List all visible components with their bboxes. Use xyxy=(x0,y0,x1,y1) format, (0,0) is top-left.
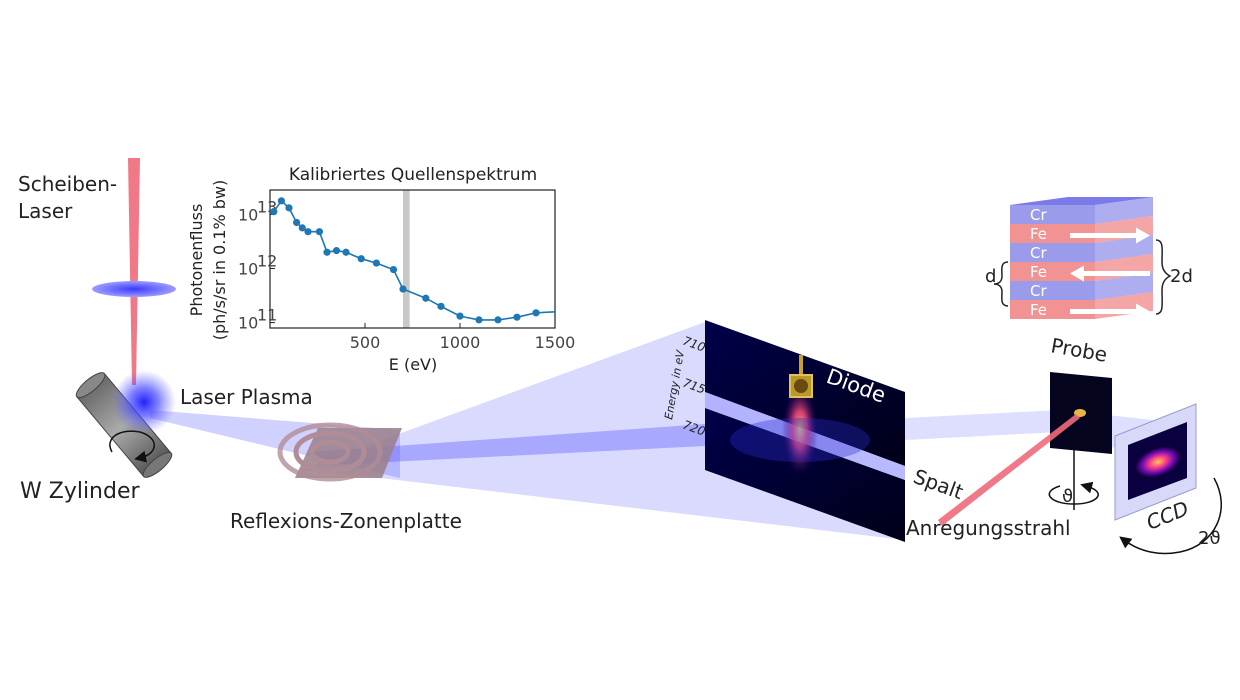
spectrum-point xyxy=(277,197,285,205)
two-d-brace xyxy=(1155,239,1172,315)
chart-ylabel-1: Photonenfluss xyxy=(187,204,206,317)
theta-rotation-arrow xyxy=(1048,481,1099,505)
spectrum-point xyxy=(494,316,502,324)
excitation-label: Anregungsstrahl xyxy=(906,516,1071,540)
slit-label: Spalt xyxy=(910,464,966,504)
spectrometer-detector xyxy=(705,320,905,542)
focusing-lens xyxy=(92,281,176,297)
layer-label-3: Fe xyxy=(1030,263,1047,281)
multilayer-top-face xyxy=(1010,197,1153,205)
y-tick-exp-2: 11 xyxy=(257,306,277,325)
spectrum-point xyxy=(422,294,430,302)
spectrum-point xyxy=(372,259,380,267)
chart-highlight-band xyxy=(403,190,410,328)
spectrum-point xyxy=(532,309,540,317)
chart-ylabel-2: (ph/s/sr in 0.1% bw) xyxy=(210,180,229,341)
spectrum-point xyxy=(357,255,365,263)
chart-frame xyxy=(269,189,556,329)
x-tick-label-2: 1500 xyxy=(535,333,576,352)
magnetization-arrowhead-0 xyxy=(1136,227,1150,244)
spectrum-line xyxy=(273,199,556,321)
spectrum-point xyxy=(399,285,407,293)
layer-side-4 xyxy=(1095,273,1153,300)
layer-3 xyxy=(1010,262,1095,281)
layer-0 xyxy=(1010,205,1095,224)
layer-label-5: Fe xyxy=(1030,301,1047,319)
sample-label: Probe xyxy=(1049,333,1109,366)
x-tick-label-1: 1000 xyxy=(440,333,481,352)
spectrum-point xyxy=(513,313,521,321)
disk-laser-label-1: Scheiben- xyxy=(18,172,117,196)
ccd-detector xyxy=(1114,403,1197,521)
theta-label: ϑ xyxy=(1062,486,1073,507)
spectrum-point xyxy=(342,248,350,256)
layer-label-4: Cr xyxy=(1030,282,1047,300)
layer-2 xyxy=(1010,243,1095,262)
spectrum-point xyxy=(298,224,306,232)
xray-beam-core xyxy=(310,424,705,465)
layer-label-0: Cr xyxy=(1030,206,1047,224)
disk-laser-label-2: Laser xyxy=(18,199,73,223)
laser-plasma-glow xyxy=(112,370,176,434)
chart-title: Kalibriertes Quellenspektrum xyxy=(289,165,537,185)
layer-label-1: Fe xyxy=(1030,225,1047,243)
layer-4 xyxy=(1010,281,1095,300)
magnetization-arrowhead-1 xyxy=(1070,265,1084,282)
y-tick-label-2: 10 xyxy=(238,314,258,333)
two-theta-label: 2ϑ xyxy=(1198,528,1221,549)
spectrum-point xyxy=(437,302,445,310)
spectrum-point xyxy=(456,312,464,320)
spectrum-point xyxy=(389,265,398,274)
zone-plate-label: Reflexions-Zonenplatte xyxy=(230,509,462,533)
w-cylinder-label: W Zylinder xyxy=(20,479,141,504)
layer-5 xyxy=(1010,300,1095,319)
laser-beam xyxy=(128,158,140,385)
spectrum-chart: Kalibriertes Quellenspektrum 500 1000 1500… xyxy=(187,165,575,374)
excitation-beam xyxy=(938,414,1080,526)
spectrum-point xyxy=(332,247,341,255)
spectrum-point xyxy=(293,218,301,227)
spectrum-point xyxy=(304,228,312,236)
spectrum-point xyxy=(475,316,483,324)
y-tick-label-0: 10 xyxy=(238,205,258,224)
layer-side-0 xyxy=(1095,197,1153,224)
reflection-zone-plate xyxy=(277,422,402,482)
x-tick-label-0: 500 xyxy=(350,333,381,352)
layer-label-2: Cr xyxy=(1030,244,1047,262)
spectrum-point xyxy=(323,248,331,256)
y-tick-label-1: 10 xyxy=(238,259,258,278)
two-d-label: 2d xyxy=(1170,266,1193,287)
two-theta-rotation-arrow xyxy=(1119,477,1223,555)
d-label: d xyxy=(985,266,996,287)
layer-1 xyxy=(1010,224,1095,243)
chart-xlabel: E (eV) xyxy=(389,355,437,374)
sample xyxy=(1048,372,1112,510)
photodiode xyxy=(789,355,813,398)
magnetization-arrowhead-2 xyxy=(1136,303,1150,320)
spectrum-point xyxy=(270,208,278,216)
spectrum-point xyxy=(315,228,323,236)
y-tick-exp-1: 12 xyxy=(257,251,277,270)
xray-beam-to-sample xyxy=(905,410,1190,470)
d-brace xyxy=(993,261,1009,307)
spectrum-point xyxy=(285,204,293,212)
laser-plasma-label: Laser Plasma xyxy=(180,385,313,409)
